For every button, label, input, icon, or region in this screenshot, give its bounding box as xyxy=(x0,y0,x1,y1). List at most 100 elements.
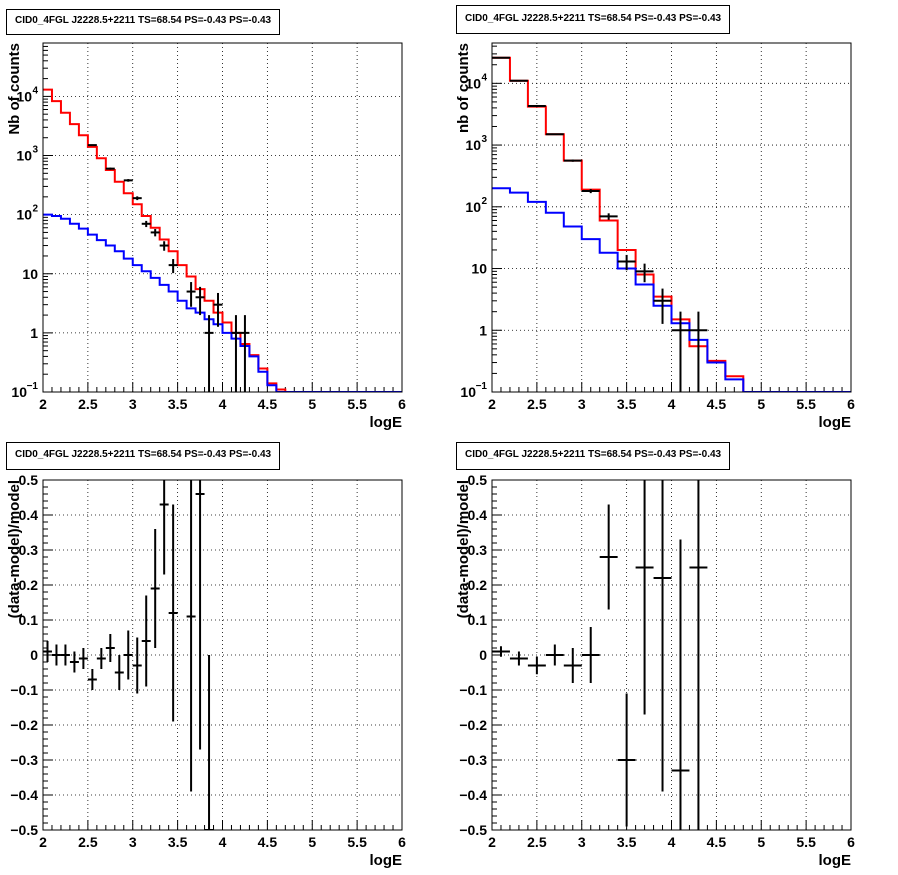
panel-2-ticks xyxy=(491,45,852,393)
x-tick-label: 3 xyxy=(578,396,586,412)
panel-3-frame xyxy=(42,479,403,831)
residual-point xyxy=(78,648,88,669)
y-tick-label: 10 xyxy=(16,148,32,164)
x-tick-label: 4.5 xyxy=(258,396,278,412)
y-axis-label: (data-model)/model xyxy=(455,480,472,618)
x-tick-label: 3 xyxy=(578,834,586,850)
data-point xyxy=(141,220,151,228)
x-tick-label: 5.5 xyxy=(796,396,816,412)
data-point xyxy=(545,133,564,136)
residual-points xyxy=(43,480,214,830)
residual-point xyxy=(60,644,70,666)
residual-point xyxy=(69,651,79,673)
panel-1-ticks xyxy=(42,42,403,393)
x-tick-label: 6 xyxy=(398,834,406,850)
x-tick-label: 2 xyxy=(488,834,496,850)
y-tick-label: −0.4 xyxy=(459,787,487,803)
y-tick-label: 10 xyxy=(16,207,32,223)
panel-1-grid xyxy=(43,43,402,392)
data-point xyxy=(509,79,528,82)
y-tick-label: −0.1 xyxy=(10,682,38,698)
x-tick-label: 2.5 xyxy=(78,396,98,412)
data-point xyxy=(635,263,654,283)
residual-point xyxy=(186,480,196,792)
x-tick-label: 6 xyxy=(847,834,855,850)
x-tick-label: 4.5 xyxy=(258,834,278,850)
y-tick-label: 1 xyxy=(479,322,487,338)
data-point xyxy=(168,259,178,274)
x-tick-label: 4.5 xyxy=(707,396,727,412)
data-point xyxy=(581,189,600,194)
y-tick-label: 0.3 xyxy=(468,542,488,558)
x-tick-label: 4 xyxy=(668,834,676,850)
data-point xyxy=(689,311,708,392)
residual-point xyxy=(617,693,636,827)
histogram-series-blue xyxy=(492,187,851,392)
residual-point xyxy=(527,656,546,675)
panel-2-frame xyxy=(491,42,852,393)
residual-point xyxy=(545,644,564,666)
residual-point xyxy=(671,539,690,830)
y-tick-label: 0.1 xyxy=(468,612,488,628)
x-tick-label: 5.5 xyxy=(347,834,367,850)
residual-point xyxy=(635,480,654,715)
panel-4-frame xyxy=(491,479,852,831)
x-tick-label: 3.5 xyxy=(617,834,637,850)
x-tick-label: 2 xyxy=(39,396,47,412)
x-tick-label: 3.5 xyxy=(168,834,188,850)
panel-2-grid xyxy=(492,43,851,392)
panel-4: 2 2.5 3 3.5 4 4.5 5 5.5 6 −0.5 −0.4 −0.3 −0.2 −0.1 0 0.… xyxy=(455,472,855,869)
y-tick-label: 0.4 xyxy=(19,507,39,523)
panel-1-title: CID0_4FGL J2228.5+2211 TS=68.54 PS=-0.43… xyxy=(6,9,281,35)
x-tick-label: 5.5 xyxy=(796,834,816,850)
x-tick-label: 6 xyxy=(847,396,855,412)
x-tick-label: 5 xyxy=(757,396,765,412)
y-tick-label-exponent: 3 xyxy=(32,145,38,156)
x-tick-label: 2 xyxy=(488,396,496,412)
y-tick-label: 10 xyxy=(471,261,487,277)
x-tick-label: 3 xyxy=(129,396,137,412)
y-tick-label-exponent: 4 xyxy=(481,72,487,83)
residual-point xyxy=(599,504,618,610)
y-tick-label: 1 xyxy=(30,325,38,341)
y-tick-label: −0.2 xyxy=(459,717,487,733)
data-point xyxy=(123,179,133,182)
y-tick-label: 0.5 xyxy=(19,472,39,488)
residual-point xyxy=(114,655,124,690)
data-point xyxy=(231,315,241,392)
y-tick-label: 0.5 xyxy=(468,472,488,488)
data-points xyxy=(492,56,708,392)
residual-point xyxy=(653,480,672,792)
y-tick-label: 10 xyxy=(22,266,38,282)
x-tick-label: 4 xyxy=(668,396,676,412)
histogram-series-blue xyxy=(43,213,402,392)
residual-point xyxy=(168,504,178,722)
y-tick-label: −0.3 xyxy=(10,752,38,768)
residual-point xyxy=(141,595,151,687)
data-point xyxy=(599,213,618,220)
y-tick-label: 0.2 xyxy=(19,577,39,593)
residual-point xyxy=(51,644,61,666)
y-tick-label: 10 xyxy=(465,199,481,215)
data-point xyxy=(527,104,546,107)
data-point xyxy=(195,286,205,316)
x-tick-label: 5.5 xyxy=(347,396,367,412)
panel-4-title: CID0_4FGL J2228.5+2211 TS=68.54 PS=-0.43… xyxy=(456,442,731,470)
x-tick-label: 2.5 xyxy=(527,834,547,850)
residual-point xyxy=(87,669,97,690)
data-point xyxy=(105,167,115,170)
panel-4-ticks xyxy=(491,479,852,831)
y-tick-label-exponent: 3 xyxy=(481,134,487,145)
y-tick-label: −0.5 xyxy=(459,822,487,838)
y-tick-label-exponent: 2 xyxy=(481,196,487,207)
data-points xyxy=(87,144,250,392)
data-point xyxy=(150,229,160,237)
x-tick-label: 5 xyxy=(308,834,316,850)
x-tick-label: 2 xyxy=(39,834,47,850)
residual-point xyxy=(159,480,169,575)
residual-point xyxy=(509,651,528,666)
y-tick-label-exponent: 2 xyxy=(32,204,38,215)
x-tick-label: 4 xyxy=(219,834,227,850)
data-point xyxy=(240,315,250,392)
